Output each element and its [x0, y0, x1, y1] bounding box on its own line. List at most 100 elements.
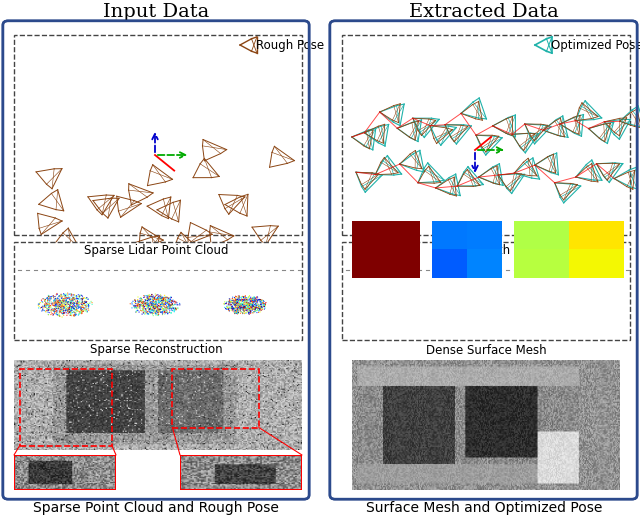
Point [72, 292, 82, 301]
Point [239, 309, 250, 318]
Point [157, 300, 168, 308]
Point [75, 309, 85, 318]
Point [249, 297, 259, 306]
Point [54, 296, 65, 304]
Point [255, 296, 265, 305]
Point [230, 295, 241, 303]
Point [147, 291, 157, 299]
Point [163, 300, 173, 308]
Point [54, 296, 64, 305]
Point [130, 303, 140, 311]
Point [164, 300, 175, 308]
Point [80, 298, 90, 306]
Point [222, 304, 232, 313]
Point [58, 305, 68, 313]
Point [232, 304, 243, 313]
Point [164, 300, 174, 308]
Point [155, 302, 165, 310]
Point [242, 305, 252, 313]
Point [65, 308, 75, 317]
Point [66, 299, 76, 307]
Point [236, 300, 246, 308]
Point [64, 304, 74, 313]
Point [247, 298, 257, 306]
Point [54, 304, 64, 312]
Point [134, 308, 144, 316]
Point [138, 305, 148, 313]
Point [165, 303, 175, 311]
Point [53, 298, 63, 307]
Point [222, 297, 232, 306]
Point [77, 295, 88, 304]
Point [83, 301, 93, 309]
Point [162, 297, 172, 306]
Point [238, 293, 248, 301]
Point [69, 291, 79, 299]
Point [148, 311, 158, 320]
Point [145, 307, 155, 316]
Point [65, 302, 76, 310]
Point [71, 307, 81, 316]
Point [249, 297, 259, 306]
Point [246, 302, 257, 310]
Point [140, 298, 150, 306]
Point [143, 309, 153, 318]
Point [144, 305, 154, 314]
Point [144, 295, 154, 304]
Point [232, 298, 243, 307]
Point [232, 304, 243, 313]
Point [233, 302, 243, 310]
Point [153, 295, 163, 304]
Point [131, 308, 141, 316]
Point [258, 297, 268, 305]
Point [154, 307, 164, 315]
Point [234, 293, 244, 301]
Point [145, 303, 156, 311]
Point [232, 298, 243, 306]
Point [150, 300, 161, 308]
Point [145, 303, 156, 311]
Point [68, 311, 79, 320]
Point [37, 302, 47, 310]
Point [67, 311, 77, 320]
Point [163, 301, 173, 309]
Point [252, 301, 262, 309]
Point [49, 306, 60, 314]
Point [234, 309, 244, 318]
Point [219, 300, 229, 308]
Point [228, 296, 239, 305]
Point [148, 304, 158, 312]
Point [46, 306, 56, 314]
Point [245, 295, 255, 303]
Point [241, 298, 252, 307]
Point [162, 296, 172, 304]
Point [239, 303, 250, 311]
Point [225, 295, 235, 303]
Point [66, 297, 76, 305]
Point [160, 304, 170, 312]
Point [230, 303, 241, 311]
Point [60, 297, 70, 306]
Point [224, 305, 234, 313]
Point [47, 300, 57, 308]
Point [66, 308, 76, 316]
Point [170, 297, 180, 306]
Text: Rough Pose: Rough Pose [256, 38, 324, 51]
Point [152, 291, 162, 300]
Point [65, 301, 76, 309]
Point [156, 308, 166, 316]
Point [54, 298, 65, 307]
Point [250, 294, 260, 302]
Point [161, 303, 172, 311]
Point [239, 304, 250, 312]
Point [33, 304, 44, 312]
Point [244, 304, 255, 313]
Point [155, 296, 165, 304]
Point [249, 307, 259, 316]
Point [68, 299, 78, 307]
Point [230, 306, 240, 314]
Point [152, 303, 162, 311]
Point [81, 303, 91, 311]
Point [167, 304, 177, 312]
Point [49, 304, 60, 313]
